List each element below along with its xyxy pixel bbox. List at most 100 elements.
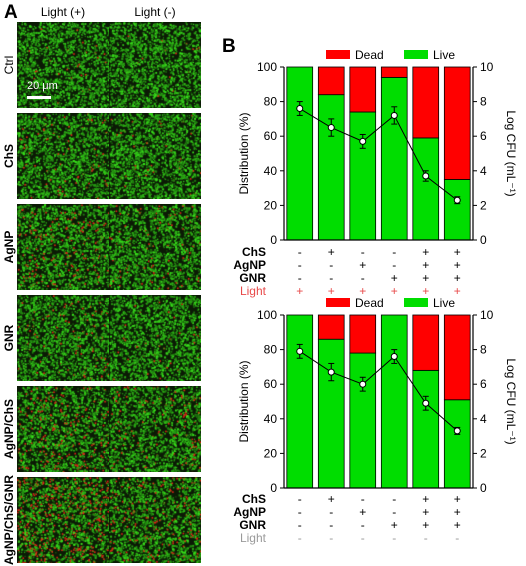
chart1-condition-chs-4: - bbox=[392, 245, 396, 259]
chart1-bar-live-5 bbox=[412, 137, 440, 241]
chart1-condition-gnr-1: - bbox=[298, 271, 302, 285]
chart2-bar-live-6 bbox=[443, 399, 471, 489]
chart2-condition-gnr-1: - bbox=[298, 518, 302, 532]
micrograph-agnp-chs-light-plus bbox=[17, 386, 109, 472]
chart2-condition-agnp-5: + bbox=[422, 505, 429, 519]
chart2-condition-gnr-3: - bbox=[361, 518, 365, 532]
chart2-bar-live-3 bbox=[349, 352, 377, 489]
row-label-chs: ChS bbox=[2, 144, 16, 168]
chart1-condition-gnr-6: + bbox=[454, 271, 461, 285]
chart2-condition-agnp-6: + bbox=[454, 505, 461, 519]
micrograph-ctrl-light-plus bbox=[17, 22, 109, 108]
chart1-bar-live-1 bbox=[286, 66, 314, 241]
micrograph-agnp-chs-light-minus bbox=[109, 386, 201, 472]
chart2-y-tick-label-60: 60 bbox=[264, 377, 278, 391]
chart1-y-tick-label-80: 80 bbox=[264, 95, 278, 109]
row-label-agnp: AgNP bbox=[2, 230, 16, 264]
chart1-condition-gnr-2: - bbox=[329, 271, 333, 285]
chart1-bar-live-2 bbox=[317, 94, 345, 241]
chart2-y-tick-label-40: 40 bbox=[264, 412, 278, 426]
chart1-condition-gnr-3: - bbox=[361, 271, 365, 285]
chart2-cfu-point-4 bbox=[390, 353, 398, 361]
chart1-y2-tick-label-0: 0 bbox=[480, 233, 487, 247]
micrograph-agnp-light-minus bbox=[109, 204, 201, 290]
chart1-legend-swatch-dead bbox=[326, 50, 350, 59]
chart2-y2-tick-label-2: 2 bbox=[480, 446, 487, 460]
chart2-cfu-point-6 bbox=[453, 427, 461, 435]
chart2-legend-label-dead: Dead bbox=[355, 296, 384, 310]
chart2-bar-live-4 bbox=[380, 314, 408, 489]
chart1-condition-agnp-2: - bbox=[329, 258, 333, 272]
chart1-y-axis-title: Distribution (%) bbox=[237, 112, 251, 194]
chart2-condition-chs-2: + bbox=[328, 492, 335, 506]
chart2-condition-chs-5: + bbox=[422, 492, 429, 506]
chart1-condition-label-chs: ChS bbox=[242, 245, 266, 259]
chart2-condition-agnp-4: - bbox=[392, 505, 396, 519]
chart1-condition-light-2: + bbox=[328, 284, 335, 298]
chart2-condition-gnr-2: - bbox=[329, 518, 333, 532]
chart1-y2-tick-label-2: 2 bbox=[480, 198, 487, 212]
chart2-y2-tick-label-6: 6 bbox=[480, 377, 487, 391]
chart2-condition-gnr-4: + bbox=[391, 518, 398, 532]
micrograph-agnp-chs-gnr-light-plus bbox=[17, 477, 109, 563]
chart1-bar-live-4 bbox=[380, 76, 408, 241]
chart2-condition-label-light: Light bbox=[240, 531, 267, 545]
chart1-condition-light-4: + bbox=[391, 284, 398, 298]
column-header-light-plus: Light (+) bbox=[40, 5, 86, 19]
chart1-cfu-point-1 bbox=[296, 105, 304, 113]
chart1-bar-dead-6 bbox=[443, 66, 471, 180]
scale-bar bbox=[27, 96, 51, 99]
chart1-condition-light-6: + bbox=[454, 284, 461, 298]
chart1-y-tick-label-20: 20 bbox=[264, 198, 278, 212]
chart1-bar-live-3 bbox=[349, 111, 377, 241]
column-header-light-minus: Light (-) bbox=[134, 5, 176, 19]
chart1-condition-gnr-5: + bbox=[422, 271, 429, 285]
micrograph-ctrl-light-minus bbox=[109, 22, 201, 108]
chart2-bar-live-5 bbox=[412, 369, 440, 489]
chart2-condition-chs-1: - bbox=[298, 492, 302, 506]
chart1-y2-tick-label-6: 6 bbox=[480, 129, 487, 143]
chart2-condition-agnp-3: + bbox=[359, 505, 366, 519]
chart2-bar-live-1 bbox=[286, 314, 314, 489]
chart1-condition-agnp-1: - bbox=[298, 258, 302, 272]
chart1-y2-tick-label-4: 4 bbox=[480, 164, 487, 178]
chart2-cfu-point-1 bbox=[296, 347, 304, 355]
chart2-y-tick-label-20: 20 bbox=[264, 446, 278, 460]
chart2-bar-live-2 bbox=[317, 338, 345, 489]
chart1-bar-live-6 bbox=[443, 179, 471, 241]
panel-b-letter: B bbox=[222, 36, 236, 57]
panel-a-letter: A bbox=[4, 2, 18, 23]
chart1-condition-chs-5: + bbox=[422, 245, 429, 259]
row-label-agnp-chs-gnr: AgNP/ChS/GNR bbox=[2, 475, 16, 565]
chart2-condition-light-6: - bbox=[455, 531, 459, 545]
chart2-cfu-point-2 bbox=[327, 368, 335, 376]
chart2-y-tick-label-0: 0 bbox=[270, 481, 277, 495]
chart1-condition-label-gnr: GNR bbox=[239, 271, 266, 285]
chart1-y-tick-label-100: 100 bbox=[257, 60, 277, 74]
chart1-condition-agnp-4: - bbox=[392, 258, 396, 272]
chart2-condition-light-5: - bbox=[424, 531, 428, 545]
chart2-legend-label-live: Live bbox=[433, 296, 455, 310]
chart2-legend-swatch-live bbox=[404, 298, 428, 307]
micrograph-chs-light-minus bbox=[109, 113, 201, 199]
chart1-y2-axis-title: Log CFU (mL⁻¹) bbox=[504, 110, 518, 196]
chart2-condition-gnr-5: + bbox=[422, 518, 429, 532]
chart1-cfu-point-6 bbox=[453, 196, 461, 204]
chart2-condition-light-2: - bbox=[329, 531, 333, 545]
chart2-condition-label-chs: ChS bbox=[242, 492, 266, 506]
micrograph-chs-light-plus bbox=[17, 113, 109, 199]
chart1-bar-dead-3 bbox=[349, 66, 377, 113]
chart2-y-axis-title: Distribution (%) bbox=[237, 360, 251, 442]
chart1-y-tick-label-0: 0 bbox=[270, 233, 277, 247]
chart2-bar-dead-5 bbox=[412, 314, 440, 371]
chart1-cfu-point-5 bbox=[422, 172, 430, 180]
chart2-condition-light-1: - bbox=[298, 531, 302, 545]
chart2-y-tick-label-100: 100 bbox=[257, 308, 277, 322]
chart1-y-tick-label-40: 40 bbox=[264, 164, 278, 178]
chart2-bar-dead-2 bbox=[317, 314, 345, 340]
chart2-legend-swatch-dead bbox=[326, 298, 350, 307]
chart2-condition-light-3: - bbox=[361, 531, 365, 545]
chart1-condition-agnp-3: + bbox=[359, 258, 366, 272]
chart2-condition-chs-6: + bbox=[454, 492, 461, 506]
chart2-condition-chs-4: - bbox=[392, 492, 396, 506]
